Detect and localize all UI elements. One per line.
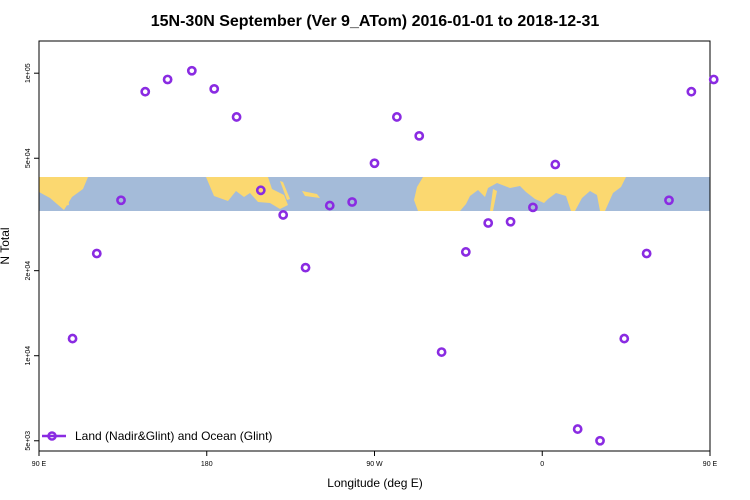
data-point — [369, 158, 380, 169]
data-point — [483, 218, 494, 228]
x-tick-label: 90 W — [366, 461, 383, 468]
y-tick-label: 1e+04 — [25, 346, 32, 366]
legend: Land (Nadir&Glint) and Ocean (Glint) — [42, 429, 272, 443]
land-africa-asia — [414, 177, 626, 211]
data-point — [231, 112, 242, 122]
legend-label: Land (Nadir&Glint) and Ocean (Glint) — [75, 429, 272, 443]
land-shapes — [39, 177, 626, 211]
y-tick-label: 5e+03 — [25, 431, 32, 451]
x-tick-label: 90 E — [32, 461, 47, 468]
data-point — [550, 159, 561, 170]
data-point — [595, 435, 605, 446]
data-point — [116, 195, 126, 206]
chart-title: 15N-30N September (Ver 9_ATom) 2016-01-0… — [151, 13, 600, 30]
data-point — [140, 86, 151, 97]
data-point — [91, 248, 102, 259]
data-point — [460, 247, 471, 257]
data-point — [278, 210, 289, 220]
y-tick-label: 5e+04 — [25, 148, 32, 168]
data-point — [436, 347, 447, 357]
data-point — [619, 333, 630, 344]
data-point — [414, 130, 425, 141]
land-north-america — [206, 177, 288, 209]
data-point — [255, 185, 266, 196]
data-point — [686, 86, 697, 97]
plot-frame — [38, 40, 711, 452]
land-philippines — [63, 196, 69, 206]
x-axis: 90 E 180 90 W 0 90 E — [32, 451, 718, 468]
y-axis: 5e+03 1e+04 2e+04 5e+04 1e+05 — [25, 63, 39, 451]
y-tick-label: 2e+04 — [25, 261, 32, 281]
land-arabia-gap — [490, 189, 497, 211]
x-axis-label: Longitude (deg E) — [327, 476, 422, 490]
data-point — [391, 112, 402, 122]
data-point — [641, 248, 652, 259]
data-point — [162, 74, 173, 85]
legend-marker — [47, 431, 57, 441]
x-tick-label: 0 — [540, 461, 544, 468]
land-asia-east — [39, 177, 88, 210]
world-map-strip — [39, 177, 710, 211]
data-point — [300, 262, 311, 273]
data-point — [186, 65, 197, 76]
data-point — [572, 424, 583, 434]
data-point — [505, 216, 516, 227]
data-point — [528, 202, 538, 213]
x-tick-label: 90 E — [703, 461, 718, 468]
data-point — [664, 195, 674, 206]
land-baja — [280, 181, 290, 200]
data-point — [209, 83, 220, 94]
data-points — [67, 65, 719, 446]
y-axis-label: N Total — [0, 227, 12, 264]
data-point — [67, 333, 78, 344]
x-tick-label: 180 — [201, 461, 213, 468]
data-point — [708, 74, 719, 85]
land-cuba — [302, 191, 320, 198]
data-point — [347, 197, 358, 207]
data-point — [324, 200, 335, 211]
y-tick-label: 1e+05 — [25, 63, 32, 83]
